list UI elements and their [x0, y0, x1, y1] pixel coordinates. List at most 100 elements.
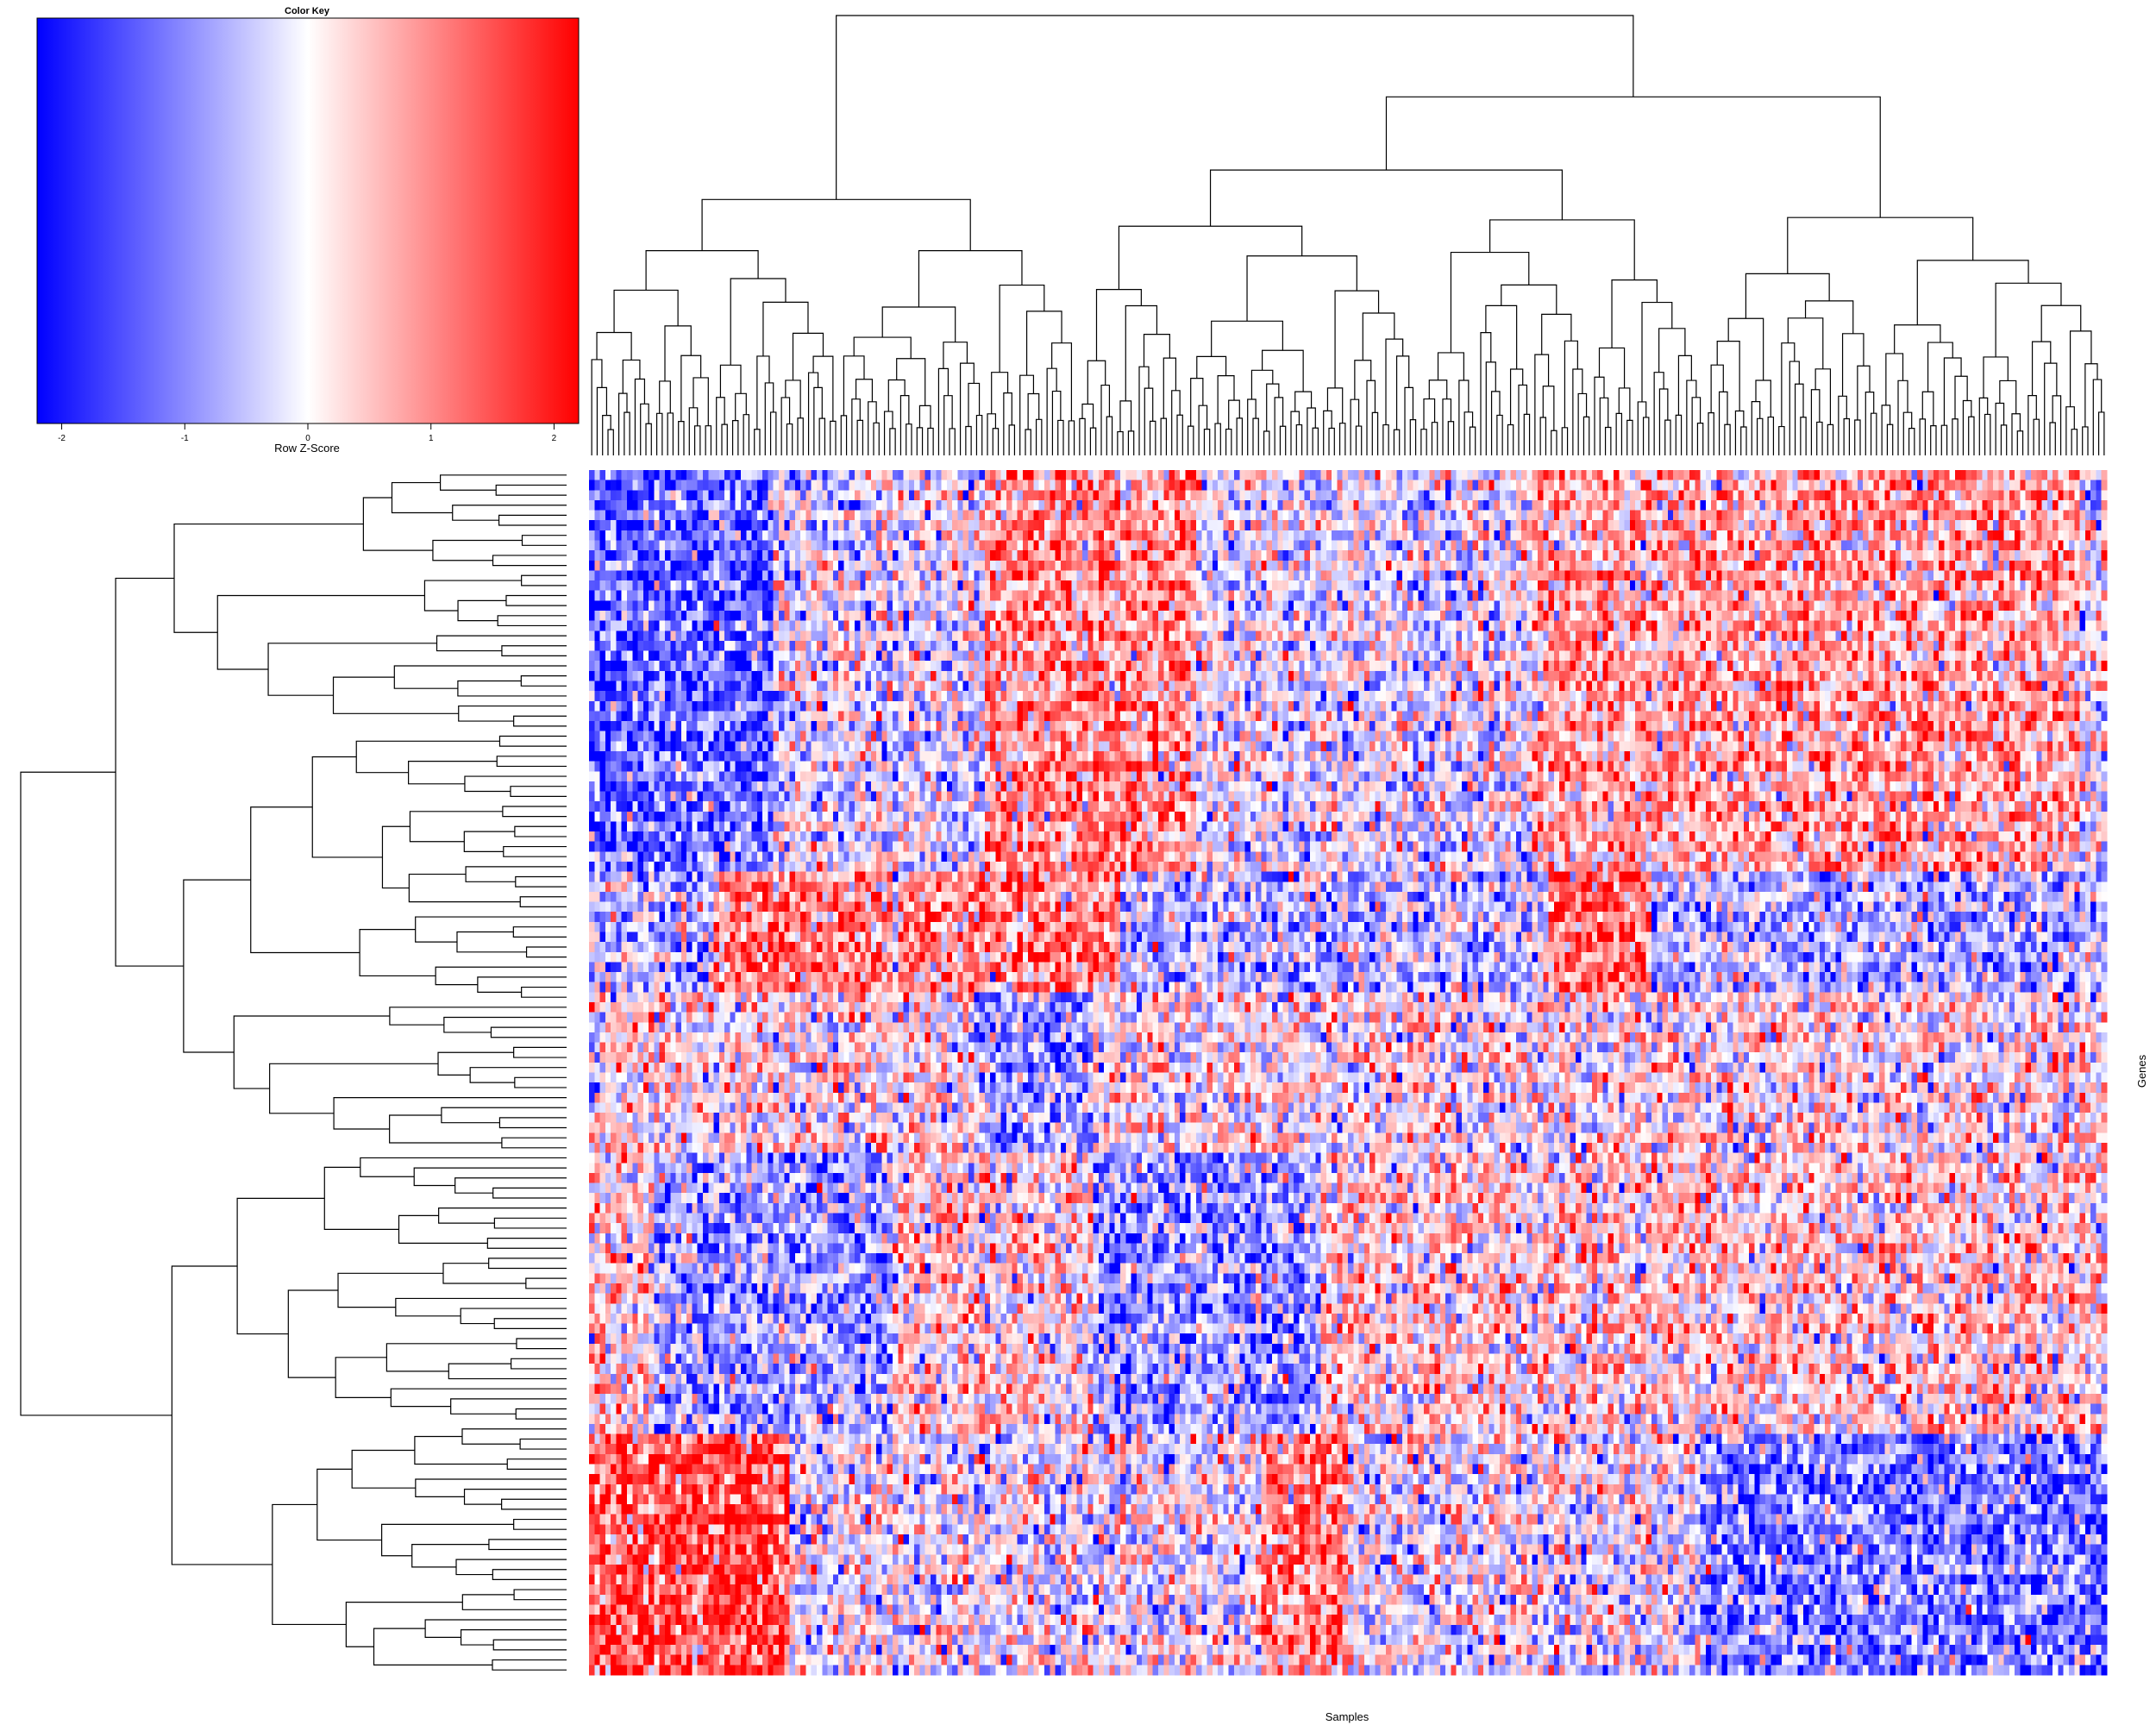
heatmap-cell — [914, 590, 920, 601]
heatmap-cell — [2053, 530, 2059, 541]
heatmap-cell — [1310, 600, 1316, 612]
heatmap-cell — [1348, 640, 1354, 651]
heatmap-cell — [1477, 499, 1484, 511]
heatmap-cell — [1500, 610, 1506, 622]
heatmap-cell — [1629, 560, 1636, 571]
heatmap-cell — [1022, 480, 1029, 491]
heatmap-cell — [1038, 620, 1045, 631]
heatmap-cell — [768, 480, 774, 491]
heatmap-cell — [1044, 530, 1050, 541]
heatmap-cell — [708, 610, 714, 622]
heatmap-cell — [974, 620, 980, 631]
heatmap-cell — [1201, 540, 1207, 551]
heatmap-cell — [1288, 590, 1294, 601]
heatmap-cell — [1131, 570, 1138, 581]
heatmap-cell — [2063, 560, 2070, 571]
heatmap-cell — [1586, 610, 1593, 622]
heatmap-cell — [1218, 480, 1224, 491]
heatmap-cell — [1754, 640, 1761, 651]
heatmap-cell — [1098, 590, 1105, 601]
heatmap-cell — [903, 600, 910, 612]
heatmap-cell — [1201, 510, 1207, 521]
heatmap-cell — [1776, 580, 1783, 592]
heatmap-cell — [1629, 630, 1636, 642]
heatmap-cell — [1933, 630, 1940, 642]
heatmap-cell — [1917, 610, 1923, 622]
heatmap-cell — [1998, 510, 2004, 521]
heatmap-cell — [2084, 510, 2091, 521]
heatmap-cell — [1803, 550, 1809, 561]
heatmap-cell — [2058, 499, 2065, 511]
heatmap-cell — [1743, 570, 1750, 581]
heatmap-cell — [990, 490, 996, 501]
heatmap-cell — [1299, 580, 1306, 592]
heatmap-cell — [779, 560, 785, 571]
heatmap-cell — [1852, 610, 1858, 622]
heatmap-cell — [1884, 520, 1890, 531]
heatmap-cell — [1472, 540, 1479, 551]
heatmap-cell — [2025, 490, 2032, 501]
color-key: Color Key -2 -1 0 1 2 Row Z-Score — [36, 6, 580, 455]
heatmap-cell — [919, 470, 926, 481]
heatmap-cell — [974, 470, 980, 481]
heatmap-cell — [941, 570, 948, 581]
heatmap-cell — [1342, 580, 1349, 592]
heatmap-cell — [642, 620, 649, 631]
heatmap-cell — [1136, 620, 1143, 631]
heatmap-cell — [1998, 600, 2004, 612]
heatmap-cell — [1320, 550, 1327, 561]
heatmap-cell — [1494, 530, 1501, 541]
heatmap-cell — [1852, 510, 1858, 521]
heatmap-cell — [1695, 570, 1701, 581]
heatmap-cell — [1651, 640, 1658, 651]
heatmap-cell — [1651, 499, 1658, 511]
heatmap-cell — [1190, 510, 1197, 521]
heatmap-cell — [1749, 620, 1755, 631]
heatmap-cell — [1993, 620, 1999, 631]
heatmap-cell — [968, 499, 975, 511]
heatmap-cell — [675, 600, 682, 612]
heatmap-cell — [979, 530, 986, 541]
heatmap-cell — [1678, 640, 1685, 651]
heatmap-cell — [1738, 580, 1745, 592]
heatmap-cell — [2079, 550, 2086, 561]
heatmap-cell — [1619, 590, 1625, 601]
heatmap-cell — [1667, 540, 1674, 551]
heatmap-cell — [1082, 520, 1088, 531]
heatmap-cell — [1396, 580, 1403, 592]
heatmap-cell — [1326, 600, 1332, 612]
heatmap-cell — [1223, 530, 1230, 541]
heatmap-cell — [1614, 540, 1620, 551]
heatmap-cell — [627, 580, 633, 592]
heatmap-cell — [1825, 510, 1831, 521]
heatmap-cell — [599, 470, 606, 481]
heatmap-cell — [957, 470, 964, 481]
heatmap-cell — [2101, 630, 2108, 642]
heatmap-cell — [1526, 470, 1533, 481]
heatmap-cell — [1797, 499, 1804, 511]
heatmap-cell — [1890, 590, 1896, 601]
heatmap-cell — [2079, 499, 2086, 511]
heatmap-cell — [627, 510, 633, 521]
heatmap-cell — [1163, 530, 1169, 541]
heatmap-cell — [1977, 580, 1983, 592]
heatmap-cell — [1158, 490, 1164, 501]
heatmap-cell — [1614, 550, 1620, 561]
heatmap-cell — [860, 630, 866, 642]
heatmap-cell — [1792, 510, 1799, 521]
heatmap-cell — [1396, 490, 1403, 501]
heatmap-cell — [1927, 590, 1934, 601]
heatmap-cell — [1125, 560, 1131, 571]
heatmap-cell — [1087, 490, 1094, 501]
heatmap-cell — [1451, 600, 1457, 612]
heatmap-cell — [1662, 600, 1669, 612]
heatmap-cell — [756, 480, 763, 491]
heatmap-cell — [957, 499, 964, 511]
heatmap-cell — [621, 530, 628, 541]
heatmap-cell — [1645, 510, 1652, 521]
heatmap-cell — [1190, 610, 1197, 622]
heatmap-cell — [2031, 490, 2037, 501]
heatmap-cell — [1749, 580, 1755, 592]
heatmap-cell — [611, 530, 617, 541]
heatmap-cell — [1906, 530, 1913, 541]
